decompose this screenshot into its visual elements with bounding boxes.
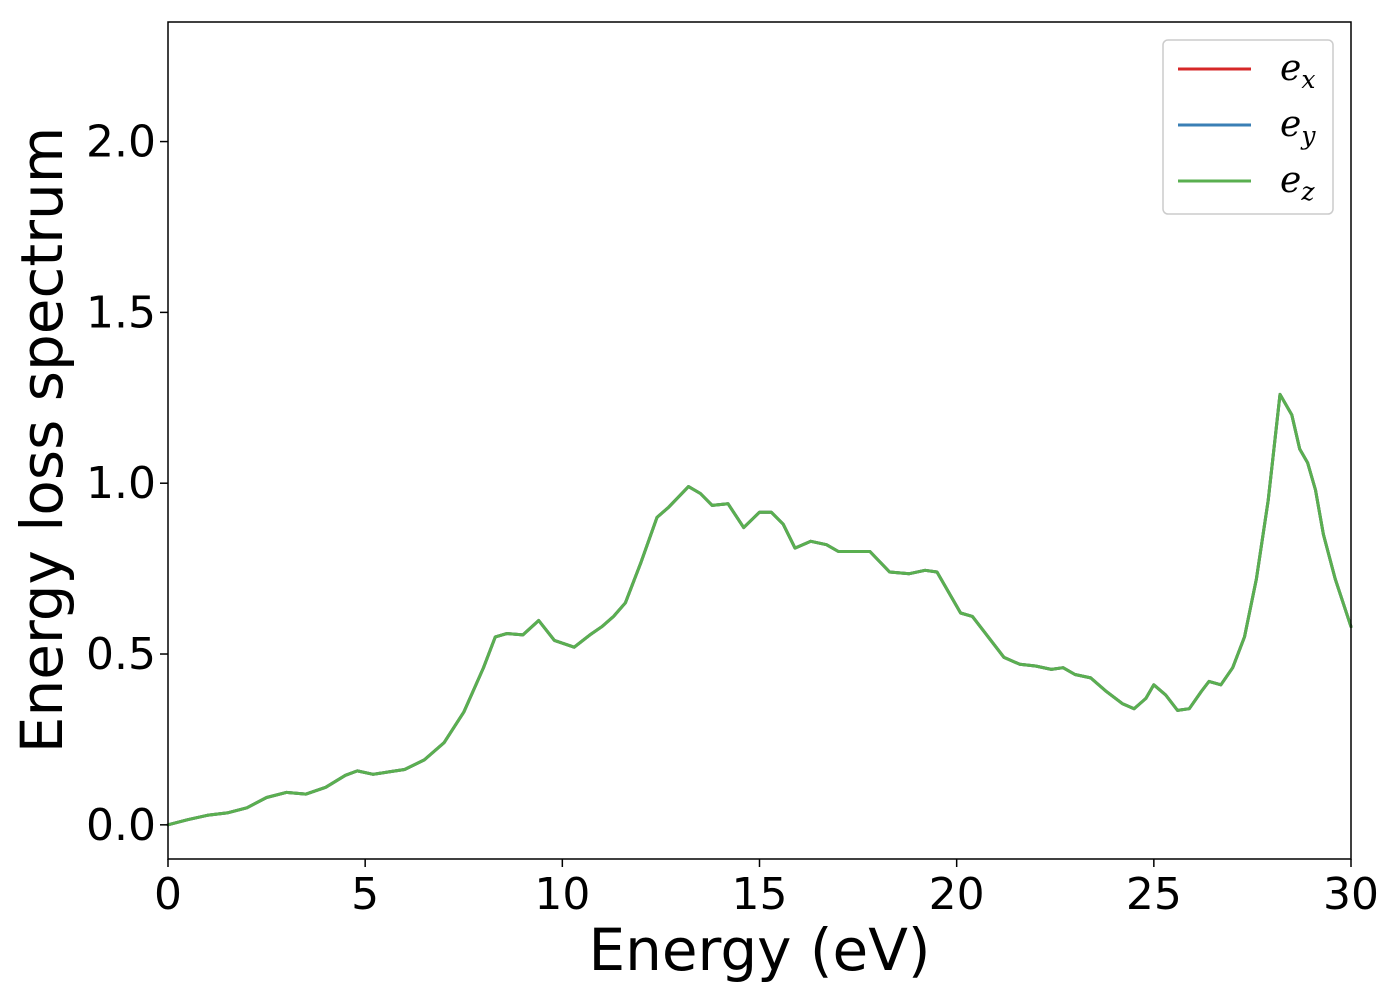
legend-label-e-x: ex — [1280, 48, 1315, 94]
series-layer — [166, 392, 1353, 827]
x-axis-title: Energy (eV) — [588, 916, 930, 984]
y-axis-ticks: 0.0 0.5 1.0 1.5 2.0 — [86, 117, 168, 851]
x-tick-label: 20 — [929, 869, 985, 920]
x-tick-label: 0 — [154, 869, 182, 920]
y-tick-label: 0.5 — [86, 629, 156, 680]
legend: ex ey ez — [1162, 39, 1334, 215]
y-tick-label: 1.0 — [86, 458, 156, 509]
x-tick-label: 25 — [1126, 869, 1182, 920]
x-tick-label: 10 — [534, 869, 590, 920]
x-tick-label: 5 — [351, 869, 379, 920]
legend-label-e-z: ez — [1280, 160, 1315, 206]
y-axis-title: Energy loss spectrum — [8, 127, 76, 753]
plot-background — [168, 22, 1351, 859]
legend-box — [1162, 39, 1334, 215]
series-line-e-z — [166, 392, 1353, 827]
legend-label-e-y: ey — [1280, 104, 1316, 150]
x-axis-ticks: 0 5 10 15 20 25 30 — [154, 859, 1379, 920]
y-tick-label: 1.5 — [86, 287, 156, 338]
y-tick-label: 0.0 — [86, 800, 156, 851]
x-tick-label: 30 — [1323, 869, 1379, 920]
y-tick-label: 2.0 — [86, 117, 156, 168]
x-tick-label: 15 — [732, 869, 788, 920]
